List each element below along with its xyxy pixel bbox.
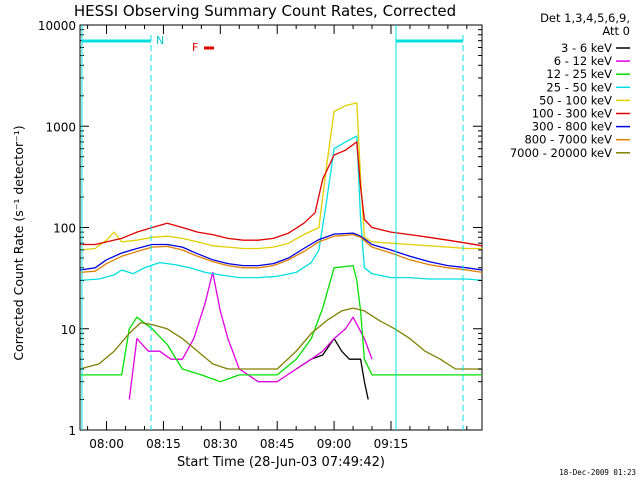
y-tick-label: 10000 (38, 19, 76, 33)
plot-area (79, 102, 483, 400)
night-label: N (156, 34, 164, 47)
y-tick-label: 10 (61, 323, 76, 337)
legend-entry-label: 12 - 25 keV (546, 67, 612, 81)
legend-entry-label: 800 - 7000 keV (524, 133, 612, 147)
y-tick-label: 1 (68, 424, 76, 438)
axes: 1 10 100 1000 10000 08:00 08:15 08:30 08:45 09:00… (38, 19, 482, 451)
legend-header-line-2: Att 0 (602, 24, 630, 38)
legend-entry-label: 50 - 100 keV (539, 93, 612, 107)
x-tick-label: 08:00 (89, 437, 124, 451)
x-tick-label: 08:45 (260, 437, 295, 451)
legend-entry-label: 100 - 300 keV (532, 107, 612, 121)
legend-entry-label: 7000 - 20000 keV (510, 146, 612, 160)
status-bars: N F (81, 25, 464, 430)
y-axis-label: Corrected Count Rate (s⁻¹ detector⁻¹) (11, 125, 26, 360)
legend-entry-label: 25 - 50 keV (546, 80, 612, 94)
legend-entry-label: 300 - 800 keV (532, 120, 612, 134)
series-line-4 (79, 135, 483, 282)
x-tick-label: 09:15 (374, 437, 409, 451)
series-line-3 (80, 264, 482, 383)
flare-label: F (192, 41, 198, 54)
series-line-7 (79, 232, 483, 271)
series-line-5 (79, 102, 482, 251)
generation-timestamp: 18-Dec-2009 01:23 (559, 468, 636, 477)
series-line-2 (128, 271, 373, 400)
y-tick-label: 1000 (45, 120, 76, 134)
x-axis-label: Start Time (28-Jun-03 07:49:42) (177, 455, 385, 470)
x-tick-label: 09:00 (317, 437, 352, 451)
legend-entry-label: 6 - 12 keV (554, 54, 612, 68)
plot-frame (79, 24, 483, 431)
series-line-9 (79, 307, 482, 370)
y-tick-label: 100 (53, 222, 76, 236)
series-line-8 (79, 233, 483, 274)
x-tick-label: 08:30 (203, 437, 238, 451)
chart-title: HESSI Observing Summary Count Rates, Cor… (74, 2, 456, 20)
x-tick-label: 08:15 (146, 437, 181, 451)
legend-header-line-1: Det 1,3,4,5,6,9, (540, 11, 630, 25)
series-line-6 (80, 141, 483, 247)
legend-entry-label: 3 - 6 keV (561, 41, 612, 55)
series-line-1 (295, 337, 369, 400)
